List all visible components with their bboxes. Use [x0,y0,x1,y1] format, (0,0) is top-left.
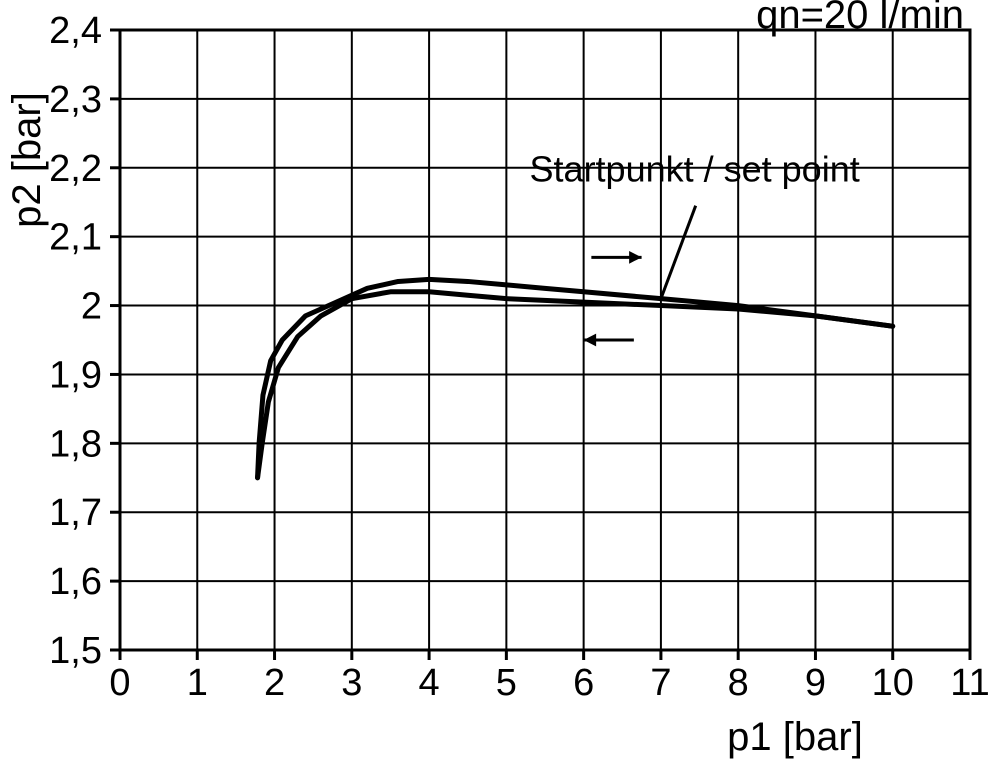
x-tick-label: 6 [573,662,594,704]
y-tick-label: 1,5 [49,630,102,672]
y-tick-label: 2,4 [49,10,102,52]
y-tick-label: 2,1 [49,217,102,259]
x-tick-label: 0 [109,662,130,704]
y-tick-label: 1,8 [49,423,102,465]
y-tick-label: 1,6 [49,561,102,603]
x-tick-label: 1 [187,662,208,704]
set-point-label: Startpunkt / set point [530,149,860,190]
x-tick-label: 8 [728,662,749,704]
x-tick-label: 3 [341,662,362,704]
x-tick-label: 2 [264,662,285,704]
y-tick-label: 1,7 [49,492,102,534]
flow-rate-label: qn=20 l/min [756,0,964,37]
x-tick-label: 10 [872,662,914,704]
y-tick-label: 2 [81,286,102,328]
y-tick-label: 2,3 [49,79,102,121]
chart-svg: 0 1 2 3 4 5 6 7 8 9 10 11 1,5 1,6 1,7 1,8 1,9 2 2,1 2,2 2,3 2… [0,0,1000,764]
y-tick-label: 2,2 [49,148,102,190]
x-tick-label: 7 [650,662,671,704]
x-tick-label: 11 [950,662,989,704]
x-tick-label: 9 [805,662,826,704]
x-axis-label: p1 [bar] [727,715,863,759]
pressure-chart: 0 1 2 3 4 5 6 7 8 9 10 11 1,5 1,6 1,7 1,8 1,9 2 2,1 2,2 2,3 2… [0,0,1000,764]
x-tick-label: 4 [419,662,440,704]
y-axis-label: p2 [bar] [5,92,49,228]
x-tick-label: 5 [496,662,517,704]
y-tick-label: 1,9 [49,354,102,396]
